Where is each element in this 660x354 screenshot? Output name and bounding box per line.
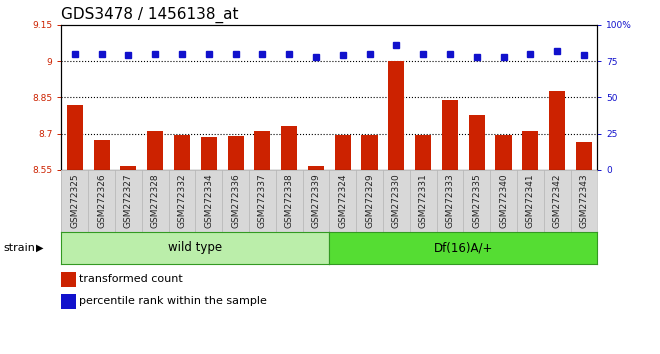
Bar — [174, 135, 190, 170]
Text: GSM272335: GSM272335 — [472, 173, 481, 228]
Text: GSM272331: GSM272331 — [418, 173, 428, 228]
Text: GSM272343: GSM272343 — [579, 173, 589, 228]
Bar — [120, 166, 137, 170]
Bar — [496, 135, 512, 170]
Text: GSM272330: GSM272330 — [392, 173, 401, 228]
Bar — [442, 100, 458, 170]
Text: GSM272327: GSM272327 — [124, 173, 133, 228]
Text: ▶: ▶ — [36, 243, 44, 253]
Bar — [254, 131, 271, 170]
Bar — [201, 137, 216, 170]
Bar — [522, 131, 539, 170]
Text: GSM272336: GSM272336 — [231, 173, 240, 228]
Text: strain: strain — [3, 243, 35, 253]
Bar — [469, 115, 484, 170]
Bar — [228, 136, 244, 170]
Bar — [61, 272, 76, 287]
Bar — [94, 140, 110, 170]
Bar — [308, 166, 324, 170]
Text: GSM272328: GSM272328 — [150, 173, 160, 228]
Text: GSM272326: GSM272326 — [97, 173, 106, 228]
Bar — [576, 142, 592, 170]
Text: GSM272341: GSM272341 — [526, 173, 535, 228]
Text: GDS3478 / 1456138_at: GDS3478 / 1456138_at — [61, 7, 239, 23]
Bar — [415, 135, 431, 170]
Bar — [281, 126, 297, 170]
Text: GSM272338: GSM272338 — [284, 173, 294, 228]
Text: GSM272342: GSM272342 — [552, 173, 562, 228]
Text: GSM272337: GSM272337 — [258, 173, 267, 228]
Bar — [61, 294, 76, 309]
Text: GSM272332: GSM272332 — [178, 173, 187, 228]
Bar — [335, 135, 350, 170]
Text: GSM272329: GSM272329 — [365, 173, 374, 228]
Text: GSM272333: GSM272333 — [446, 173, 455, 228]
Text: GSM272324: GSM272324 — [338, 173, 347, 228]
Text: GSM272325: GSM272325 — [70, 173, 79, 228]
Text: GSM272339: GSM272339 — [312, 173, 321, 228]
Bar — [67, 105, 82, 170]
Bar — [147, 131, 163, 170]
Text: Df(16)A/+: Df(16)A/+ — [434, 241, 493, 254]
Bar — [362, 135, 378, 170]
Text: percentile rank within the sample: percentile rank within the sample — [79, 296, 267, 306]
Text: GSM272340: GSM272340 — [499, 173, 508, 228]
Text: GSM272334: GSM272334 — [204, 173, 213, 228]
Text: wild type: wild type — [168, 241, 222, 254]
Text: transformed count: transformed count — [79, 274, 183, 284]
Bar — [388, 61, 405, 170]
Bar — [549, 91, 565, 170]
